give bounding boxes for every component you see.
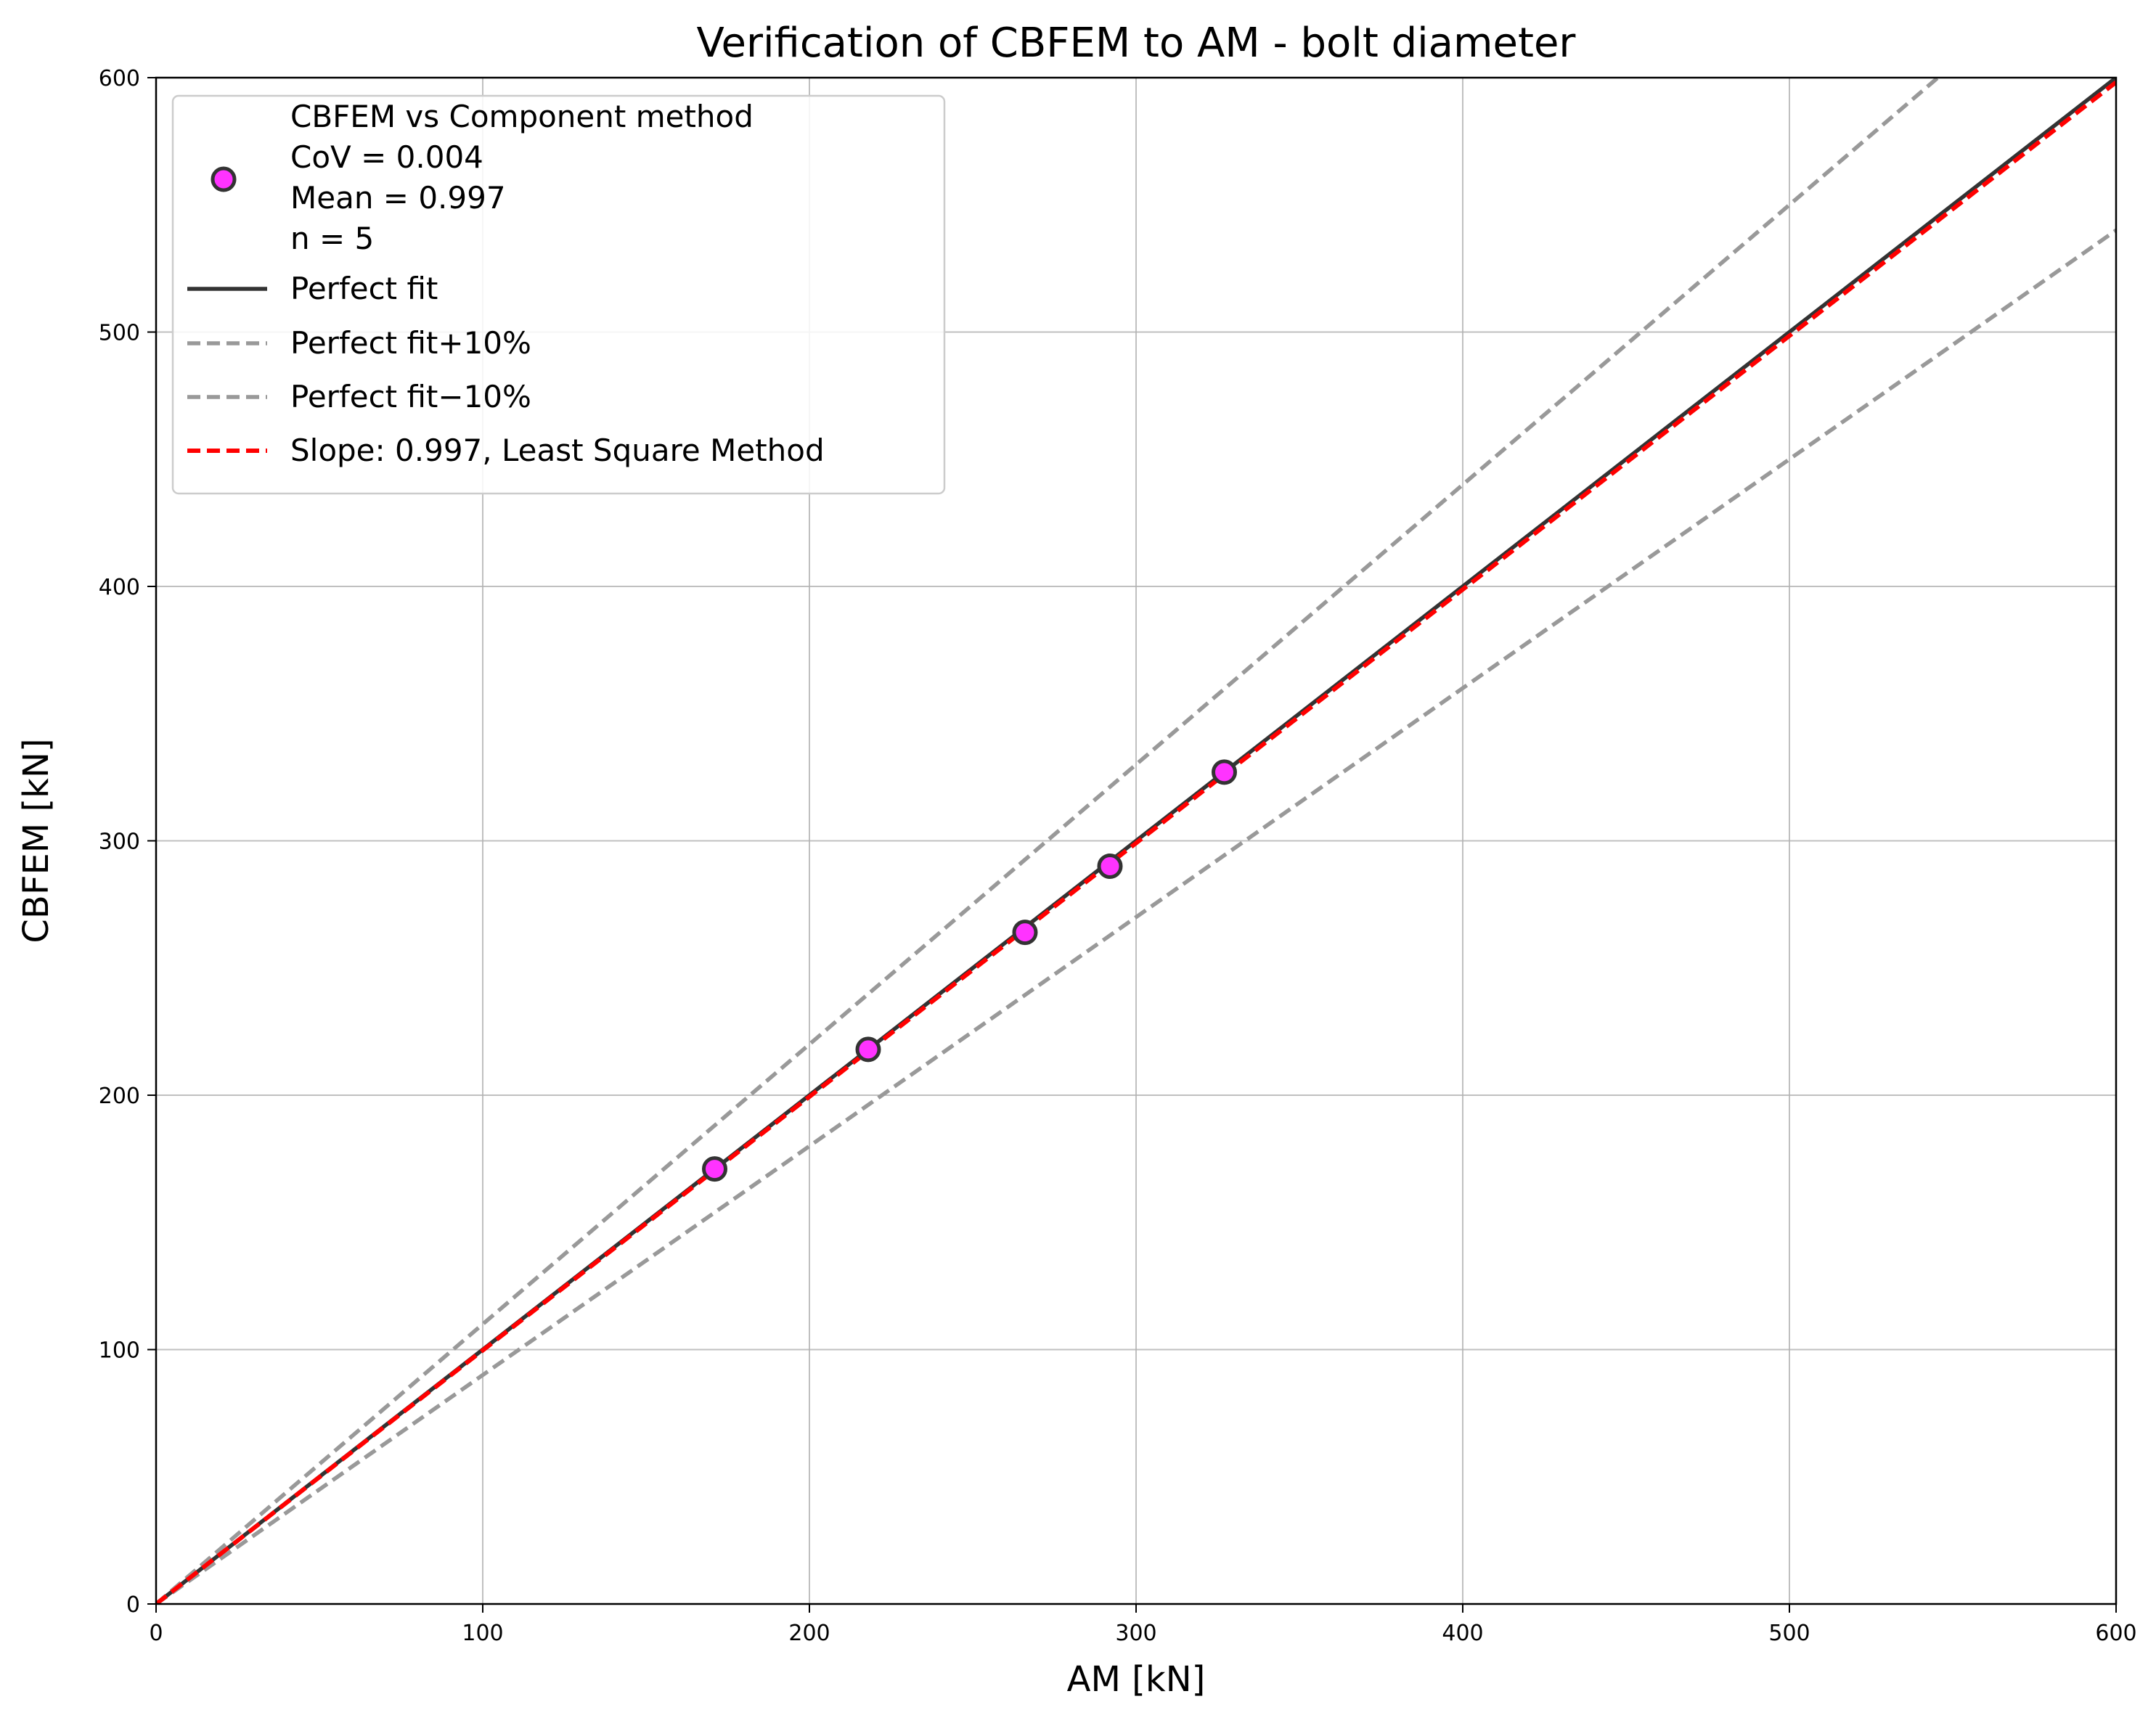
x-tick-label: 0 [149,1621,163,1646]
legend-box [171,94,946,495]
legend-stat: CoV = 0.004 [290,139,483,175]
legend-marker-scatter [211,166,237,192]
x-axis-label: AM [kN] [1067,1659,1206,1700]
series-line-4 [156,80,2116,1604]
y-tick-label: 600 [99,66,140,91]
data-point [855,1036,881,1063]
x-tick-label: 200 [788,1621,830,1646]
data-point [1097,854,1123,880]
ticks: 0 100 200 300 400 500 600 0 100 200 300 400 500 600 [99,66,2137,1646]
legend: CBFEM vs Component method CoV = 0.004 Mean… [171,94,946,495]
y-axis-label: CBFEM [kN] [16,738,57,943]
y-tick-label: 100 [99,1338,140,1364]
y-tick-label: 0 [126,1592,140,1618]
chart-title: Verification of CBFEM to AM - bolt diame… [697,20,1577,67]
x-tick-label: 100 [462,1621,503,1646]
plot-area [156,78,2116,1604]
y-tick-label: 500 [99,321,140,346]
legend-label: Perfect fit−10% [290,379,531,414]
x-tick-label: 500 [1768,1621,1810,1646]
legend-label: Slope: 0.997, Least Square Method [290,433,825,468]
data-point [1212,759,1237,785]
legend-stat: Mean = 0.997 [290,180,506,216]
y-tick-label: 300 [99,830,140,855]
data-point [702,1156,727,1182]
legend-label: Perfect fit+10% [290,325,531,361]
legend-label: Perfect fit [290,271,438,306]
x-tick-label: 600 [2095,1621,2136,1646]
x-tick-label: 400 [1442,1621,1483,1646]
legend-label: CBFEM vs Component method [290,99,754,134]
series-line-3 [156,229,2116,1604]
y-tick-label: 400 [99,575,140,600]
x-tick-label: 300 [1115,1621,1156,1646]
data-point [1012,920,1038,946]
y-tick-label: 200 [99,1084,140,1109]
legend-stat: n = 5 [290,221,374,256]
